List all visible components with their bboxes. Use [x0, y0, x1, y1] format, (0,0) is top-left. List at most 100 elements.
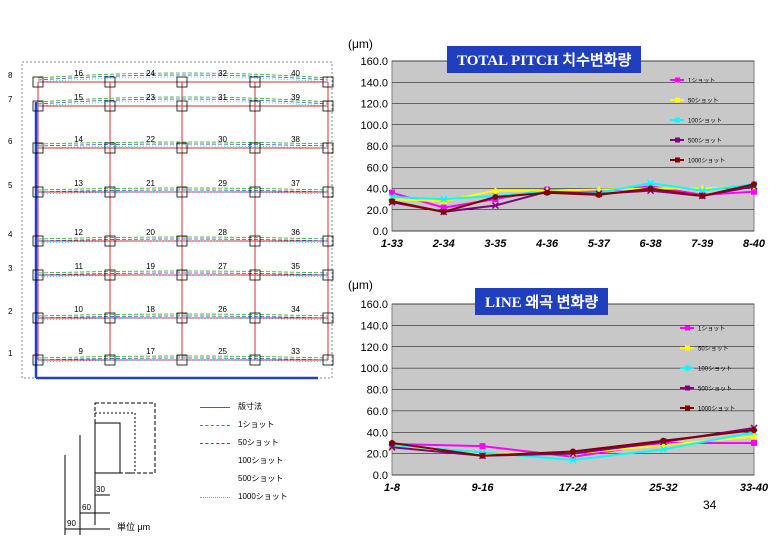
distortion-line	[37, 189, 329, 193]
x-tick-label: 7-39	[691, 238, 714, 250]
legend-label: 100ショット	[698, 367, 732, 373]
legend-line-sample	[200, 497, 230, 498]
measure-point	[104, 269, 116, 281]
y-tick-label: 80.0	[367, 141, 388, 153]
measure-point	[104, 354, 116, 366]
legend-marker	[685, 385, 690, 391]
x-tick-label: 1-8	[384, 482, 401, 494]
data-point	[439, 197, 448, 205]
distortion-line	[37, 357, 329, 361]
measure-point	[322, 269, 334, 281]
data-point	[389, 189, 395, 196]
measure-point	[104, 142, 116, 154]
data-point	[389, 198, 395, 205]
point-label: 15	[74, 93, 83, 102]
legend-label: 500ショット	[688, 139, 722, 145]
data-point	[479, 452, 486, 459]
point-label: 32	[218, 69, 227, 78]
measure-point	[176, 269, 188, 281]
y-tick-label: 140.0	[360, 77, 388, 89]
data-point	[647, 179, 655, 187]
data-point	[479, 443, 486, 450]
distortion-line	[37, 359, 329, 363]
legend-marker	[685, 365, 690, 371]
x-tick-label: 6-38	[640, 238, 663, 250]
measure-point	[249, 76, 261, 88]
legend-line-sample	[200, 425, 230, 426]
measure-point	[176, 76, 188, 88]
x-tick-label: 3-35	[484, 238, 507, 250]
measure-point	[176, 235, 188, 247]
scale-label-60: 60	[82, 503, 91, 512]
row-label: 2	[8, 307, 13, 316]
point-label: 9	[79, 347, 84, 356]
x-tick-label: 1-33	[381, 238, 403, 250]
x-tick-label: 33-40	[740, 482, 769, 494]
point-label: 12	[74, 228, 83, 237]
measure-point	[176, 312, 188, 324]
legend-item-label: 50ショット	[238, 438, 279, 447]
y-tick-label: 40.0	[367, 184, 388, 196]
distortion-line	[37, 272, 329, 276]
legend-marker	[675, 97, 680, 103]
distortion-line	[37, 143, 329, 147]
point-label: 11	[75, 262, 84, 271]
point-label: 25	[218, 347, 227, 356]
scale-label-30: 30	[96, 485, 105, 494]
measure-point	[249, 186, 261, 198]
legend-line-sample	[200, 443, 230, 444]
data-point	[570, 448, 576, 455]
point-label: 38	[291, 135, 300, 144]
measure-point	[176, 186, 188, 198]
x-tick-label: 2-34	[432, 238, 455, 250]
legend-marker	[675, 157, 680, 163]
measure-point	[322, 100, 334, 112]
point-label: 35	[291, 262, 300, 271]
legend-label: 50ショット	[688, 99, 719, 105]
distortion-line	[37, 145, 329, 149]
measure-point	[176, 142, 188, 154]
measure-point	[322, 312, 334, 324]
measure-point	[32, 312, 44, 324]
measure-point	[176, 100, 188, 112]
point-label: 18	[146, 305, 155, 314]
legend-marker	[675, 77, 680, 83]
point-label: 30	[218, 135, 227, 144]
point-label: 34	[291, 305, 300, 314]
y-tick-label: 60.0	[367, 162, 388, 174]
measure-point	[104, 235, 116, 247]
distortion-line	[37, 355, 329, 359]
legend-label: 50ショット	[698, 347, 729, 353]
y-tick-label: 120.0	[360, 99, 388, 111]
measure-point	[104, 312, 116, 324]
measure-point	[322, 142, 334, 154]
total-pitch-title: TOTAL PITCH 치수변화량	[447, 46, 642, 73]
measure-point	[32, 235, 44, 247]
measure-point	[249, 354, 261, 366]
point-label: 26	[218, 305, 227, 314]
measure-point	[32, 269, 44, 281]
point-label: 28	[218, 228, 227, 237]
point-label: 19	[146, 262, 155, 271]
point-label: 29	[218, 179, 227, 188]
data-point	[699, 192, 706, 199]
distortion-line	[37, 72, 329, 79]
y-tick-label: 0.0	[373, 226, 388, 238]
x-tick-label: 4-36	[535, 238, 559, 250]
measure-point	[104, 76, 116, 88]
measure-point	[104, 186, 116, 198]
distortion-line	[37, 100, 329, 107]
legend-item-label: 100ショット	[238, 456, 284, 465]
y-tick-label: 40.0	[367, 427, 388, 439]
grid-distortion-diagram: 8 16 24 32 407 15 23 31 396 14 22 30 385 13 21 29 374 12 2…	[8, 61, 334, 380]
x-tick-label: 25-32	[648, 482, 677, 494]
data-point	[388, 443, 396, 451]
measure-point	[249, 100, 261, 112]
y-tick-label: 160.0	[360, 299, 388, 311]
legend-label: 1000ショット	[688, 159, 725, 165]
x-tick-label: 5-37	[588, 238, 611, 250]
legend-marker	[675, 117, 680, 123]
measure-point	[322, 235, 334, 247]
data-point	[440, 195, 448, 203]
legend-label: 1000ショット	[698, 407, 735, 413]
